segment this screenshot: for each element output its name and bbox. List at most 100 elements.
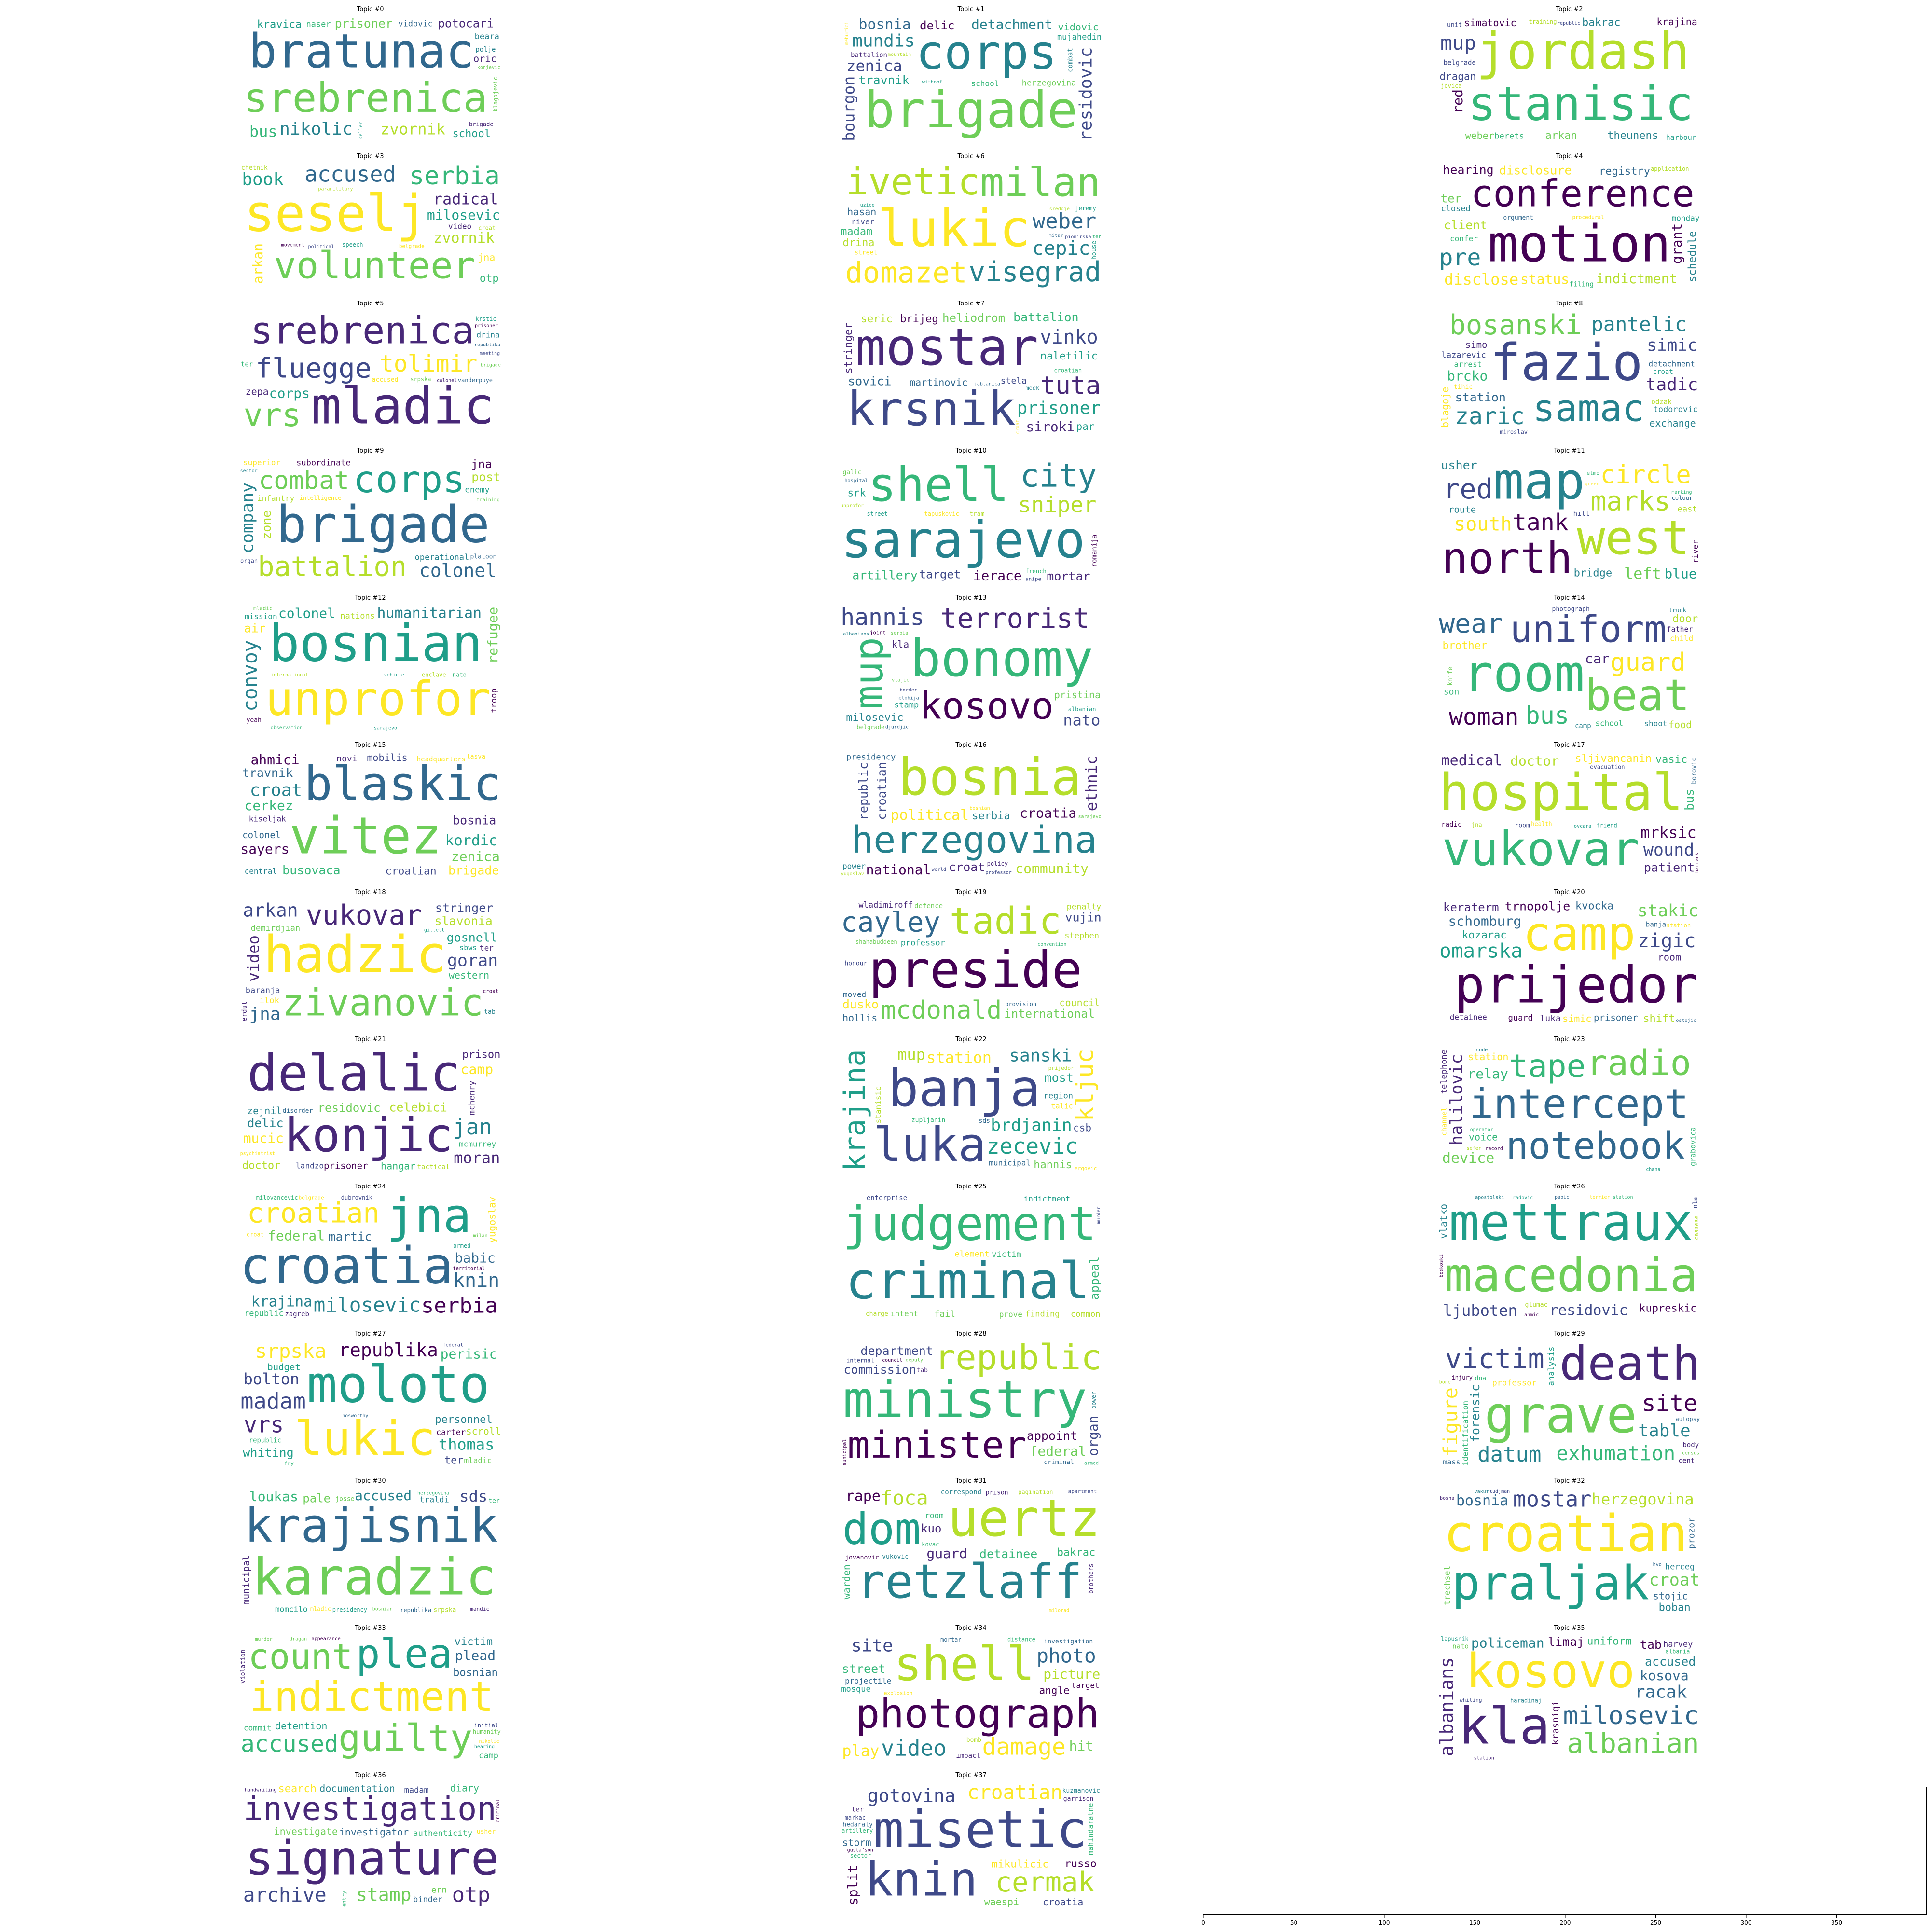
cloud-word: diary	[450, 1782, 479, 1794]
cloud-word: enterprise	[867, 1194, 907, 1202]
cloud-word: baranja	[246, 986, 280, 995]
cloud-word: storm	[842, 1836, 871, 1848]
cloud-word: delalic	[247, 1047, 461, 1103]
cloud-word: belgrade	[399, 243, 425, 249]
cloud-word: camp	[461, 1061, 493, 1077]
topic-title: Topic #3	[357, 153, 384, 160]
cloud-word: papic	[1555, 1195, 1569, 1200]
cloud-word: armed	[453, 1242, 470, 1249]
cloud-word: bosnian	[269, 614, 482, 673]
cloud-word: humanity	[473, 1728, 501, 1735]
cloud-word: commit	[244, 1723, 272, 1732]
cloud-word: street	[867, 511, 888, 517]
cloud-word: haradinaj	[1510, 1697, 1542, 1704]
cloud-word: picture	[1043, 1666, 1100, 1682]
cloud-word: zejnil	[247, 1105, 282, 1117]
cloud-word: madam	[240, 1389, 305, 1414]
cloud-word: vukovic	[882, 1553, 909, 1560]
cloud-word: ethnic	[1082, 756, 1101, 812]
cloud-word: loukas	[249, 1489, 298, 1504]
cloud-word: closed	[1441, 204, 1470, 214]
cloud-word: hit	[1069, 1738, 1094, 1754]
cloud-word: street	[842, 1662, 885, 1676]
cloud-word: investigation	[1044, 1638, 1093, 1645]
cloud-word: madam	[841, 226, 872, 238]
cloud-word: brigade	[864, 81, 1078, 139]
x-tick-label: 100	[1379, 1919, 1390, 1926]
cloud-word: accused	[355, 1488, 412, 1504]
x-tick-label: 50	[1290, 1919, 1297, 1926]
topic-title: Topic #12	[355, 594, 386, 602]
cloud-word: republic	[249, 1437, 281, 1445]
x-tick-label: 350	[1831, 1919, 1842, 1926]
cloud-word: albanian	[1068, 706, 1096, 713]
cloud-word: keraterm	[1443, 901, 1499, 914]
cloud-word: hollis	[842, 1012, 877, 1023]
cloud-word: intent	[890, 1309, 918, 1318]
cloud-word: fail	[935, 1309, 955, 1319]
cloud-word: battalion	[851, 52, 887, 59]
cloud-word: ter	[1092, 235, 1101, 240]
cloud-word: scroll	[466, 1425, 501, 1437]
cloud-word: provision	[1005, 1001, 1036, 1007]
cloud-word: miroslav	[1500, 429, 1528, 436]
topic-panel: Topic #23 intercept notebook radio tape devic…	[1438, 1036, 1701, 1173]
cloud-word: appeal	[1088, 1256, 1102, 1300]
cloud-word: victim	[1445, 1343, 1544, 1375]
cloud-word: srpska	[433, 1606, 456, 1614]
cloud-word: entry	[341, 1891, 347, 1906]
cloud-word: jablanica	[974, 381, 1000, 386]
cloud-word: tadic	[950, 900, 1062, 943]
cloud-word: bosnia	[453, 814, 496, 828]
cloud-word: joint	[870, 630, 886, 636]
cloud-word: municipal	[842, 1439, 848, 1465]
cloud-word: detachment	[971, 16, 1053, 32]
cloud-word: ter	[480, 943, 494, 952]
cloud-word: prisoner	[335, 16, 393, 30]
cloud-word: serbia	[421, 1293, 498, 1318]
cloud-word: harbour	[1666, 133, 1696, 142]
topic-panel: Topic #19 preside tadic cayley mcdonald inter…	[840, 889, 1103, 1026]
cloud-word: bonomy	[910, 629, 1093, 688]
cloud-word: nato	[453, 671, 467, 678]
cloud-word: colour	[1672, 495, 1693, 501]
cloud-word: arkan	[243, 899, 298, 921]
cloud-word: sayers	[240, 841, 289, 857]
cloud-word: north	[1442, 533, 1572, 584]
cloud-word: mcdonald	[881, 996, 1002, 1025]
cloud-word: simo	[1465, 340, 1488, 350]
cloud-word: romanija	[1090, 535, 1098, 567]
cloud-word: prijedor	[1048, 1065, 1074, 1071]
cloud-word: hearing	[474, 1744, 495, 1750]
cloud-word: training	[477, 497, 500, 503]
cloud-word: brother	[1443, 640, 1488, 652]
cloud-word: vidovic	[1058, 21, 1099, 33]
cloud-word: school	[452, 128, 490, 140]
cloud-word: macedonia	[1444, 1248, 1698, 1302]
cloud-word: zupljanin	[911, 1117, 945, 1124]
cloud-word: yugoslav	[486, 1197, 498, 1243]
cloud-word: bosanski	[1449, 311, 1582, 341]
cloud-word: kla	[892, 638, 909, 650]
cloud-word: tactical	[417, 1163, 450, 1171]
cloud-word: warden	[841, 1564, 852, 1599]
cloud-word: csb	[1073, 1122, 1091, 1134]
cloud-word: radio	[1586, 1047, 1691, 1083]
cloud-word: croat	[1653, 368, 1673, 376]
cloud-word: samac	[1533, 387, 1645, 430]
cloud-word: brdjanin	[991, 1116, 1072, 1135]
cloud-word: food	[1668, 719, 1692, 731]
cloud-word: gotovina	[868, 1785, 956, 1806]
cloud-word: jna	[387, 1194, 471, 1243]
cloud-word: jovanovic	[845, 1554, 879, 1561]
cloud-word: accused	[372, 376, 399, 384]
cloud-word: red	[1443, 473, 1493, 505]
cloud-word: jovica	[1441, 83, 1461, 89]
cloud-word: professor	[985, 870, 1011, 876]
